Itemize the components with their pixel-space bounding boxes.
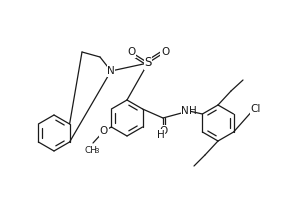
Text: Cl: Cl bbox=[251, 104, 261, 114]
Text: O: O bbox=[161, 47, 169, 57]
Text: O: O bbox=[127, 47, 135, 57]
Text: H: H bbox=[189, 106, 197, 116]
Text: N: N bbox=[107, 66, 115, 76]
Text: 3: 3 bbox=[95, 148, 99, 154]
Text: O: O bbox=[159, 126, 167, 136]
Text: O: O bbox=[100, 126, 108, 136]
Text: N: N bbox=[181, 106, 189, 116]
Text: S: S bbox=[144, 57, 152, 69]
Text: H: H bbox=[157, 130, 165, 140]
Text: CH: CH bbox=[84, 146, 97, 155]
